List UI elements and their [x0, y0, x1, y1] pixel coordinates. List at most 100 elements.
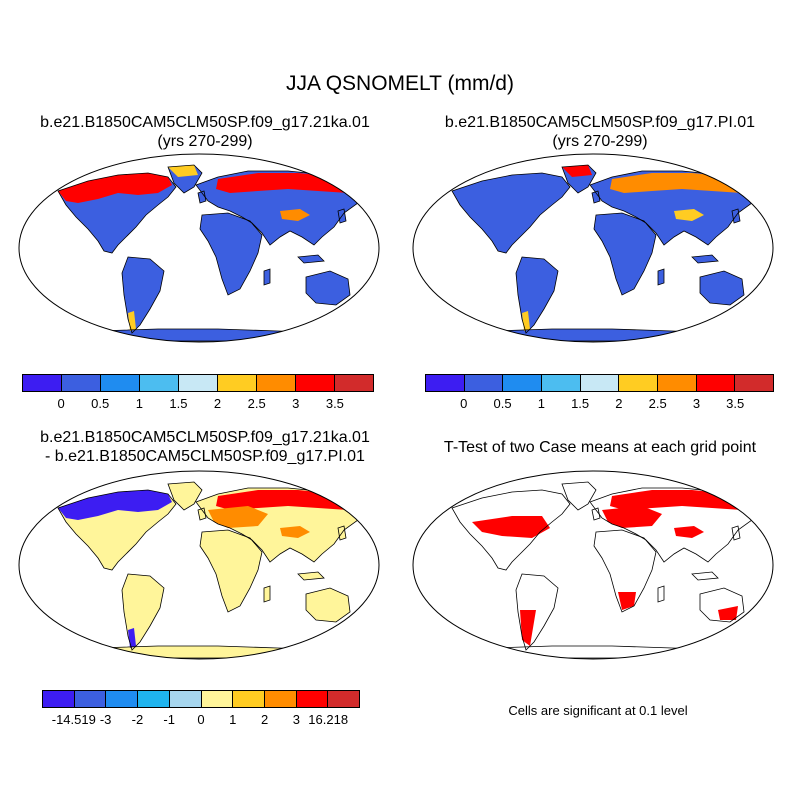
colorbar-swatch [106, 691, 139, 707]
main-title: JJA QSNOMELT (mm/d) [286, 72, 514, 95]
land-antarctica [48, 329, 348, 341]
colorbar-tick-label: 3 [692, 396, 701, 411]
colorbar-swatch [140, 375, 179, 391]
colorbar-tick-label: 1 [135, 396, 143, 411]
colorbar-swatch [296, 691, 329, 707]
field-patch-s_africa [618, 592, 636, 610]
colorbar-tick-label: -1 [163, 712, 175, 727]
land-uk [592, 191, 600, 203]
map-border [412, 470, 774, 660]
map-border [18, 153, 380, 343]
coastline-greenland [561, 164, 597, 194]
coastline-indonesia [691, 254, 719, 264]
coastline-australia [305, 587, 351, 623]
field-patch-greenland_edge [562, 165, 592, 177]
land-indonesia [692, 255, 718, 263]
colorbar-swatch [542, 375, 581, 391]
colorbar-top-right [425, 374, 774, 392]
colorbar-tick-label: -14.519 [51, 712, 96, 727]
land-antarctica [442, 329, 742, 341]
colorbar-labels-top-left: 0 0.5 1 1.5 2 2.5 3 3.5 [22, 396, 374, 412]
coastline-japan [731, 208, 741, 224]
colorbar-bottom-left [42, 690, 360, 708]
colorbar-swatch [169, 691, 202, 707]
colorbar-tick-label: 1 [229, 712, 237, 727]
map-bottom-right [412, 470, 774, 660]
panel-title-top-right: b.e21.B1850CAM5CLM50SP.f09_g17.PI.01 (yr… [405, 113, 795, 151]
panel-title-line1: b.e21.B1850CAM5CLM50SP.f09_g17.21ka.01 [40, 114, 370, 131]
colorbar-tick-label: 0 [460, 396, 468, 411]
coastline-australia [305, 270, 351, 306]
colorbar-swatch [328, 691, 360, 707]
coastline-africa [593, 212, 657, 296]
colorbar-swatch [138, 691, 170, 707]
land-madagascar [658, 269, 664, 285]
colorbar-tick-label: 16.218 [308, 712, 349, 727]
colorbar-tick-label: 0 [197, 712, 205, 727]
field-patch-tibet [674, 209, 704, 221]
colorbar-tick-label: -2 [131, 712, 144, 727]
colorbar-swatch [619, 375, 659, 391]
colorbar-top-left [22, 374, 374, 392]
colorbar-tick-label: 2 [615, 396, 623, 411]
coastline-japan [731, 525, 741, 541]
coastline-australia [699, 270, 745, 306]
coastline-greenland [167, 481, 203, 511]
coastline-madagascar [657, 268, 665, 286]
colorbar-swatch [179, 375, 218, 391]
colorbar-tick-label: 1.5 [169, 396, 188, 411]
colorbar-tick-label: -3 [99, 712, 112, 727]
coastline-madagascar [263, 585, 271, 603]
panel-title-line1: b.e21.B1850CAM5CLM50SP.f09_g17.21ka.01 [40, 429, 370, 446]
coastline-uk [197, 507, 207, 521]
colorbar-tick-label: 3.5 [325, 396, 344, 411]
colorbar-swatch [696, 375, 736, 391]
panel-title-bottom-left: b.e21.B1850CAM5CLM50SP.f09_g17.21ka.01 -… [10, 428, 400, 466]
colorbar-swatch [658, 375, 697, 391]
colorbar-tick-label: 3 [292, 396, 300, 411]
colorbar-swatch [62, 375, 101, 391]
field-patch-ne_arctic [58, 490, 172, 520]
coastline-indonesia [691, 571, 719, 581]
field-patch-tibet [674, 526, 704, 538]
coastline-uk [197, 190, 207, 204]
land-australia [306, 588, 350, 622]
field-patch-ne_arctic [58, 173, 172, 203]
coastline-madagascar [657, 585, 665, 603]
field-patch-patagonia [520, 610, 536, 646]
colorbar-tick-label: 0.5 [91, 396, 110, 411]
coastline-northAmerica [451, 172, 571, 254]
colorbar-swatch [735, 375, 774, 391]
colorbar-tick-label: 0.5 [493, 396, 512, 411]
map-bottom-left [18, 470, 380, 660]
colorbar-swatch [23, 375, 62, 391]
colorbar-swatch [296, 375, 335, 391]
panel-title-line2: (yrs 270-299) [552, 133, 648, 150]
land-indonesia [298, 572, 324, 580]
colorbar-swatch [201, 691, 234, 707]
colorbar-tick-label: 0 [57, 396, 65, 411]
colorbar-tick-label: 3.5 [726, 396, 745, 411]
colorbar-tick-label: 2 [213, 396, 222, 411]
panel-title-bottom-right: T-Test of two Case means at each grid po… [443, 439, 757, 456]
land-africa [200, 530, 262, 612]
colorbar-swatch [335, 375, 373, 391]
colorbar-swatch [503, 375, 543, 391]
field-patch-europe [208, 506, 268, 528]
land-uk [198, 191, 206, 203]
field-patch-australia_se [718, 606, 738, 620]
field-patch-tibet [280, 526, 310, 538]
colorbar-labels-bottom-left: -14.519 -3 -2 -1 0 1 2 3 16.218 [42, 712, 360, 728]
panel-title-top-left: b.e21.B1850CAM5CLM50SP.f09_g17.21ka.01 (… [10, 113, 400, 151]
coastline-japan [337, 525, 347, 541]
land-northAmerica [452, 173, 570, 253]
colorbar-labels-top-right: 0 0.5 1 1.5 2 2.5 3 3.5 [425, 396, 774, 412]
coastline-northAmerica [57, 172, 177, 254]
colorbar-tick-label: 2.5 [648, 396, 667, 411]
field-patch-europe [602, 506, 662, 528]
coastline-australia [699, 587, 745, 623]
coastline-southAmerica [121, 573, 165, 651]
coastline-africa [593, 529, 657, 613]
colorbar-swatch [101, 375, 140, 391]
coastline-africa [199, 212, 263, 296]
